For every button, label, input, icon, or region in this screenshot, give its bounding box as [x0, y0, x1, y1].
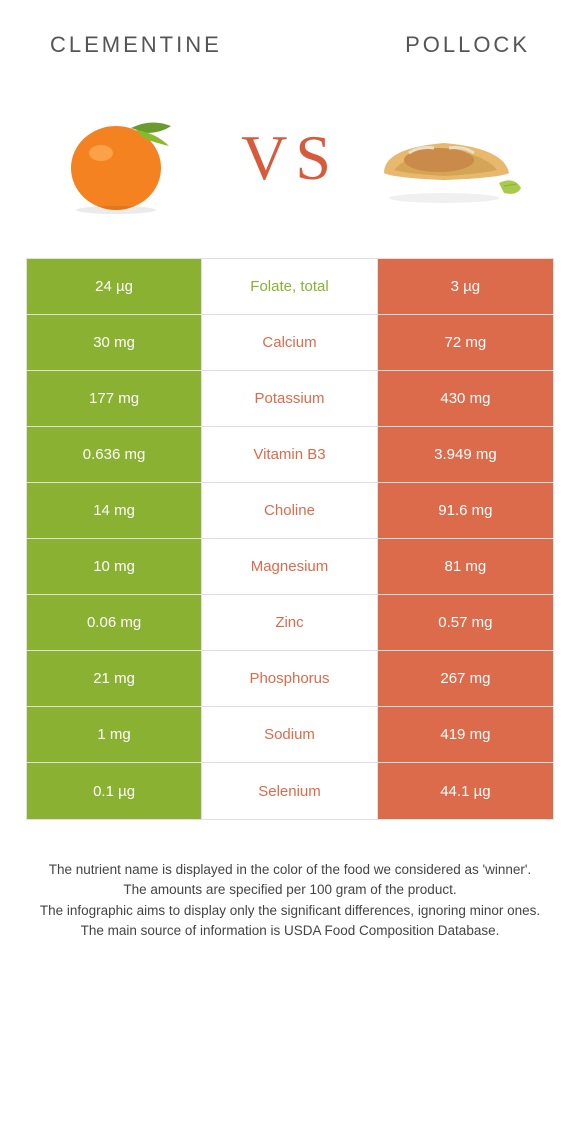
- nutrient-label: Selenium: [202, 763, 378, 819]
- value-right: 267 mg: [378, 651, 553, 706]
- table-row: 0.636 mgVitamin B33.949 mg: [27, 427, 553, 483]
- title-right: POLLOCK: [405, 32, 530, 58]
- value-left: 21 mg: [27, 651, 202, 706]
- header: CLEMENTINE POLLOCK: [0, 0, 580, 78]
- vs-label: VS: [241, 121, 339, 195]
- table-row: 177 mgPotassium430 mg: [27, 371, 553, 427]
- nutrient-label: Zinc: [202, 595, 378, 650]
- table-row: 0.06 mgZinc0.57 mg: [27, 595, 553, 651]
- value-right: 91.6 mg: [378, 483, 553, 538]
- value-right: 72 mg: [378, 315, 553, 370]
- value-left: 14 mg: [27, 483, 202, 538]
- table-row: 30 mgCalcium72 mg: [27, 315, 553, 371]
- nutrient-label: Calcium: [202, 315, 378, 370]
- vs-row: VS: [0, 78, 580, 258]
- value-left: 0.636 mg: [27, 427, 202, 482]
- footer-notes: The nutrient name is displayed in the co…: [0, 820, 580, 941]
- clementine-image: [51, 98, 211, 218]
- footer-line: The nutrient name is displayed in the co…: [30, 860, 550, 880]
- value-right: 0.57 mg: [378, 595, 553, 650]
- nutrient-label: Sodium: [202, 707, 378, 762]
- table-row: 21 mgPhosphorus267 mg: [27, 651, 553, 707]
- table-row: 24 µgFolate, total3 µg: [27, 259, 553, 315]
- pollock-image: [369, 98, 529, 218]
- value-right: 3 µg: [378, 259, 553, 314]
- value-right: 81 mg: [378, 539, 553, 594]
- value-right: 44.1 µg: [378, 763, 553, 819]
- footer-line: The infographic aims to display only the…: [30, 901, 550, 921]
- footer-line: The amounts are specified per 100 gram o…: [30, 880, 550, 900]
- value-left: 177 mg: [27, 371, 202, 426]
- table-row: 14 mgCholine91.6 mg: [27, 483, 553, 539]
- nutrient-label: Choline: [202, 483, 378, 538]
- title-left: CLEMENTINE: [50, 32, 222, 58]
- value-left: 0.1 µg: [27, 763, 202, 819]
- nutrient-label: Phosphorus: [202, 651, 378, 706]
- nutrient-label: Magnesium: [202, 539, 378, 594]
- nutrient-table: 24 µgFolate, total3 µg30 mgCalcium72 mg1…: [26, 258, 554, 820]
- nutrient-label: Potassium: [202, 371, 378, 426]
- nutrient-label: Folate, total: [202, 259, 378, 314]
- nutrient-label: Vitamin B3: [202, 427, 378, 482]
- footer-line: The main source of information is USDA F…: [30, 921, 550, 941]
- value-right: 419 mg: [378, 707, 553, 762]
- table-row: 10 mgMagnesium81 mg: [27, 539, 553, 595]
- table-row: 1 mgSodium419 mg: [27, 707, 553, 763]
- value-right: 3.949 mg: [378, 427, 553, 482]
- table-row: 0.1 µgSelenium44.1 µg: [27, 763, 553, 819]
- value-left: 10 mg: [27, 539, 202, 594]
- value-left: 24 µg: [27, 259, 202, 314]
- value-left: 0.06 mg: [27, 595, 202, 650]
- value-left: 30 mg: [27, 315, 202, 370]
- value-right: 430 mg: [378, 371, 553, 426]
- value-left: 1 mg: [27, 707, 202, 762]
